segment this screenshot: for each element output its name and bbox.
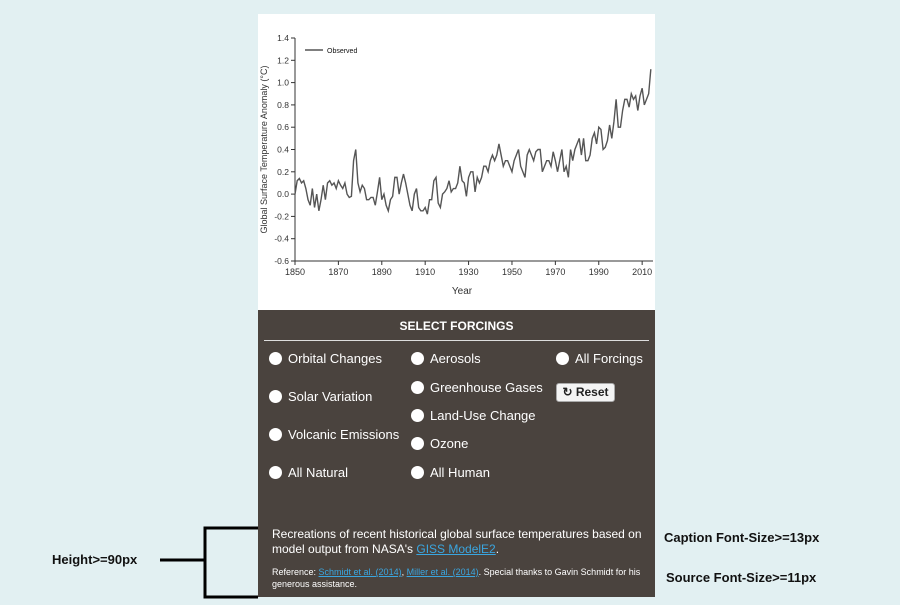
radio-label: Land-Use Change bbox=[430, 408, 536, 423]
radio-button[interactable] bbox=[411, 381, 424, 394]
x-tick-label: 1870 bbox=[328, 267, 348, 277]
radio-option[interactable]: Ozone bbox=[411, 436, 468, 451]
radio-option[interactable]: Greenhouse Gases bbox=[411, 380, 543, 395]
source-rest: . Special thanks to Gavin Schmidt for hi… bbox=[272, 567, 641, 589]
y-tick-label: 1.4 bbox=[277, 33, 289, 43]
radio-label: Solar Variation bbox=[288, 389, 373, 404]
radio-option[interactable]: Aerosols bbox=[411, 351, 481, 366]
reset-button[interactable]: ↻ Reset bbox=[556, 383, 615, 402]
radio-button[interactable] bbox=[411, 466, 424, 479]
source: Reference: Schmidt et al. (2014), Miller… bbox=[272, 566, 647, 590]
caption-end: . bbox=[495, 542, 500, 556]
source-prefix: Reference: bbox=[272, 567, 319, 577]
divider bbox=[264, 340, 649, 341]
source-link[interactable]: Miller et al. (2014) bbox=[406, 567, 479, 577]
radio-label: Greenhouse Gases bbox=[430, 380, 543, 395]
radio-label: Aerosols bbox=[430, 351, 481, 366]
radio-button[interactable] bbox=[411, 352, 424, 365]
chart-panel: -0.6 -0.4 -0.2 0.0 0.2 0.4 0.6 0.8 1.0 1.2 1.4 1850… bbox=[258, 14, 655, 310]
x-tick-label: 1990 bbox=[589, 267, 609, 277]
radio-option[interactable]: All Forcings bbox=[556, 351, 643, 366]
x-tick-label: 2010 bbox=[632, 267, 652, 277]
radio-button[interactable] bbox=[269, 352, 282, 365]
radio-label: Orbital Changes bbox=[288, 351, 382, 366]
y-tick-label: 0.6 bbox=[277, 122, 289, 132]
radio-button[interactable] bbox=[269, 390, 282, 403]
x-tick-label: 1890 bbox=[372, 267, 392, 277]
radio-option[interactable]: All Natural bbox=[269, 465, 348, 480]
radio-label: All Forcings bbox=[575, 351, 643, 366]
radio-label: Volcanic Emissions bbox=[288, 427, 400, 442]
radio-option[interactable]: Orbital Changes bbox=[269, 351, 382, 366]
radio-button[interactable] bbox=[411, 409, 424, 422]
x-axis-label: Year bbox=[452, 286, 473, 297]
legend-label: Observed bbox=[327, 48, 357, 55]
radio-option[interactable]: Solar Variation bbox=[269, 389, 372, 404]
forcings-panel: SELECT FORCINGS Orbital Changes Solar Var… bbox=[258, 310, 655, 597]
reset-icon: ↻ bbox=[562, 385, 576, 399]
radio-button[interactable] bbox=[411, 437, 424, 450]
radio-label: All Natural bbox=[288, 465, 348, 480]
radio-option[interactable]: Volcanic Emissions bbox=[269, 427, 399, 442]
x-tick-label: 1950 bbox=[502, 267, 522, 277]
annotation: Source Font-Size>=11px bbox=[666, 570, 817, 585]
source-link[interactable]: Schmidt et al. (2014) bbox=[318, 567, 402, 577]
x-tick-label: 1910 bbox=[415, 267, 435, 277]
y-tick-label: 0.2 bbox=[277, 167, 289, 177]
y-tick-label: 0.4 bbox=[277, 145, 289, 155]
annotation: Caption Font-Size>=13px bbox=[664, 530, 820, 545]
y-tick-label: -0.6 bbox=[274, 256, 289, 266]
y-tick-label: 0.0 bbox=[277, 189, 289, 199]
radio-button[interactable] bbox=[556, 352, 569, 365]
series-line bbox=[294, 69, 652, 215]
caption-text: Recreations of recent historical global … bbox=[272, 527, 642, 556]
radio-option[interactable]: All Human bbox=[411, 465, 490, 480]
source-sep: , bbox=[401, 567, 407, 577]
y-tick-label: 0.8 bbox=[277, 100, 289, 110]
y-tick-label: -0.4 bbox=[274, 234, 289, 244]
y-tick-label: 1.0 bbox=[277, 78, 289, 88]
x-tick-label: 1930 bbox=[459, 267, 479, 277]
radio-button[interactable] bbox=[269, 466, 282, 479]
caption-link[interactable]: GISS ModelE2 bbox=[416, 542, 496, 556]
bracket bbox=[160, 526, 258, 599]
y-tick-label: 1.2 bbox=[277, 55, 289, 65]
radio-label: Ozone bbox=[430, 436, 469, 451]
x-tick-label: 1970 bbox=[545, 267, 565, 277]
reset-label: Reset bbox=[575, 385, 609, 399]
forcings-title: SELECT FORCINGS bbox=[399, 319, 514, 333]
radio-label: All Human bbox=[430, 465, 490, 480]
caption: Recreations of recent historical global … bbox=[272, 527, 647, 557]
y-tick-label: -0.2 bbox=[274, 211, 289, 221]
radio-option[interactable]: Land-Use Change bbox=[411, 408, 536, 423]
y-axis-label: Global Surface Temperature Anomaly (°C) bbox=[259, 65, 269, 233]
x-tick-label: 1850 bbox=[285, 267, 305, 277]
annotation: Height>=90px bbox=[52, 552, 138, 567]
chart: -0.6 -0.4 -0.2 0.0 0.2 0.4 0.6 0.8 1.0 1.2 1.4 1850… bbox=[259, 33, 653, 297]
radio-button[interactable] bbox=[269, 428, 282, 441]
